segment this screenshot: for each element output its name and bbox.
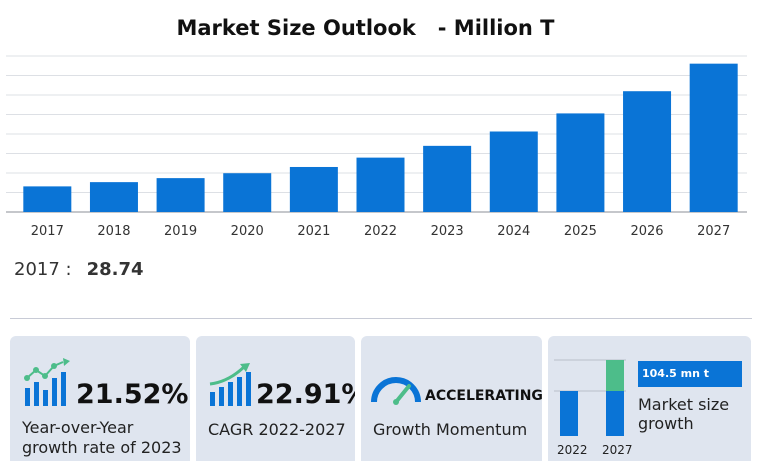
bar-2018[interactable]	[89, 182, 138, 212]
x-tick-label-2024: 2024	[497, 224, 530, 239]
divider	[10, 318, 752, 319]
year-labels: 2017 2018 2019 2020 2021 2022 2023 2024 2025 2026…	[31, 224, 730, 239]
bar-chart: 2017 2018 2019 2020 2021 2022 2023 2024 2025 2026…	[6, 55, 747, 239]
bar-2019[interactable]	[156, 178, 205, 212]
bar-2023[interactable]	[423, 145, 472, 212]
mini-bar-2027-growth	[606, 360, 624, 391]
yoy-label-line2: growth rate of 2023	[22, 438, 182, 457]
bar-2022[interactable]	[356, 157, 405, 212]
selected-year: 2017 :	[14, 259, 72, 280]
momentum-card: ACCELERATING Growth Momentum	[361, 336, 542, 461]
bar-2021[interactable]	[289, 166, 338, 212]
x-tick-label-2020: 2020	[231, 224, 264, 239]
x-tick-label-2018: 2018	[97, 224, 130, 239]
x-tick-label-2021: 2021	[297, 224, 330, 239]
momentum-value: ACCELERATING	[425, 388, 542, 404]
selected-value: 28.74	[86, 259, 144, 280]
growth-chart-icon	[24, 358, 70, 406]
bar-2020[interactable]	[223, 173, 272, 212]
bar-2025[interactable]	[556, 113, 605, 212]
x-tick-label-2023: 2023	[431, 224, 464, 239]
x-tick-label-2027: 2027	[697, 224, 730, 239]
bar-2027[interactable]	[689, 63, 738, 212]
speedometer-icon	[371, 377, 421, 405]
growth-label-line1: Market size	[638, 395, 730, 414]
growth-mini-chart	[554, 359, 626, 436]
bar-2017[interactable]	[23, 186, 72, 212]
mini-bar-2027-base	[606, 391, 624, 436]
x-tick-label-2022: 2022	[364, 224, 397, 239]
cagr-chart-icon	[209, 363, 251, 406]
momentum-label: Growth Momentum	[373, 420, 528, 439]
mini-year-start: 2022	[557, 443, 588, 457]
x-tick-label-2025: 2025	[564, 224, 597, 239]
yoy-value: 21.52%	[76, 379, 189, 410]
mini-year-end: 2027	[602, 443, 633, 457]
growth-card: 104.5 mn t Market size growth 2022 2027	[548, 336, 751, 461]
growth-amount-box: 104.5 mn t	[638, 361, 742, 387]
cagr-value: 22.91%	[256, 379, 355, 410]
x-tick-label-2026: 2026	[630, 224, 663, 239]
x-tick-label-2019: 2019	[164, 224, 197, 239]
cagr-label: CAGR 2022-2027	[208, 420, 346, 439]
yoy-label-line1: Year-over-Year	[22, 418, 134, 437]
x-tick-label-2017: 2017	[31, 224, 64, 239]
bars	[23, 63, 738, 212]
chart-title: Market Size Outlook - Million T	[176, 16, 555, 40]
growth-label-line2: growth	[638, 414, 694, 433]
bar-2026[interactable]	[623, 91, 672, 212]
yoy-card: 21.52% Year-over-Year growth rate of 202…	[10, 336, 190, 461]
mini-bar-2022	[560, 391, 578, 436]
bar-2024[interactable]	[489, 131, 538, 212]
selected-value-row: 2017 : 28.74	[14, 259, 144, 280]
cagr-card: 22.91% CAGR 2022-2027	[196, 336, 355, 461]
